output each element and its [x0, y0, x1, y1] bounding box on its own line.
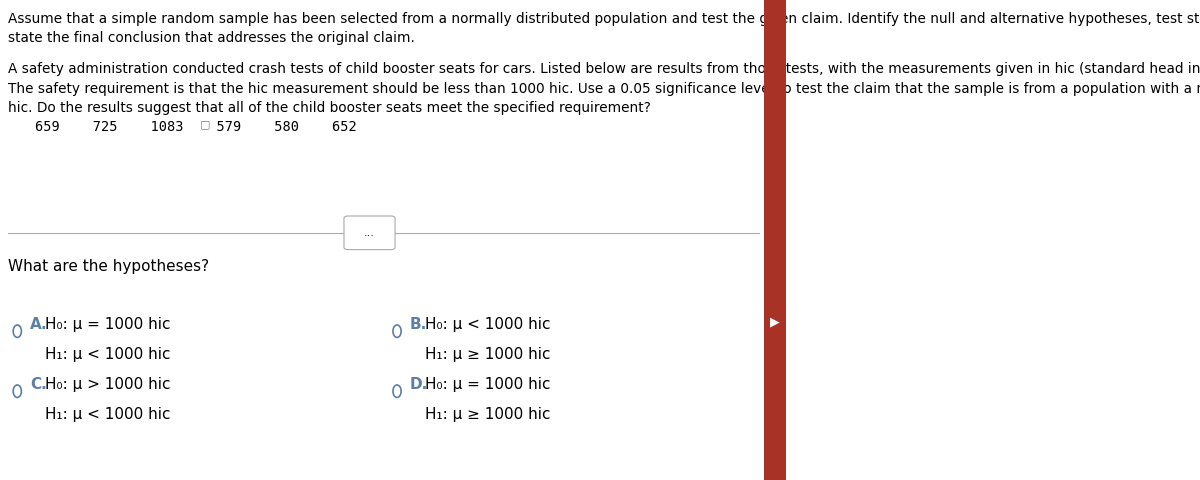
Text: H₁: μ < 1000 hic: H₁: μ < 1000 hic — [44, 347, 170, 361]
Text: state the final conclusion that addresses the original claim.: state the final conclusion that addresse… — [8, 31, 415, 45]
Text: ▢: ▢ — [200, 119, 211, 129]
Text: ...: ... — [364, 228, 374, 238]
Text: D.: D. — [409, 377, 428, 392]
Text: H₀: μ = 1000 hic: H₀: μ = 1000 hic — [425, 377, 550, 392]
Text: H₁: μ < 1000 hic: H₁: μ < 1000 hic — [44, 407, 170, 421]
Text: B.: B. — [409, 317, 427, 332]
Text: Assume that a simple random sample has been selected from a normally distributed: Assume that a simple random sample has b… — [8, 12, 1200, 26]
Text: A.: A. — [30, 317, 48, 332]
Text: ▶: ▶ — [770, 315, 780, 328]
Ellipse shape — [13, 325, 22, 337]
FancyBboxPatch shape — [344, 216, 395, 250]
Text: H₁: μ ≥ 1000 hic: H₁: μ ≥ 1000 hic — [425, 407, 550, 421]
Text: A safety administration conducted crash tests of child booster seats for cars. L: A safety administration conducted crash … — [8, 62, 1200, 76]
Ellipse shape — [392, 325, 401, 337]
Bar — [764, 0, 786, 480]
Text: H₀: μ = 1000 hic: H₀: μ = 1000 hic — [44, 317, 170, 332]
Text: H₀: μ < 1000 hic: H₀: μ < 1000 hic — [425, 317, 550, 332]
Text: hic. Do the results suggest that all of the child booster seats meet the specifi: hic. Do the results suggest that all of … — [8, 101, 650, 115]
Ellipse shape — [13, 385, 22, 397]
Text: H₁: μ ≥ 1000 hic: H₁: μ ≥ 1000 hic — [425, 347, 550, 361]
Text: What are the hypotheses?: What are the hypotheses? — [8, 259, 209, 274]
Text: H₀: μ > 1000 hic: H₀: μ > 1000 hic — [44, 377, 170, 392]
Text: 659    725    1083    579    580    652: 659 725 1083 579 580 652 — [35, 120, 358, 134]
Text: C.: C. — [30, 377, 47, 392]
Text: The safety requirement is that the hic measurement should be less than 1000 hic.: The safety requirement is that the hic m… — [8, 82, 1200, 96]
Ellipse shape — [392, 385, 401, 397]
